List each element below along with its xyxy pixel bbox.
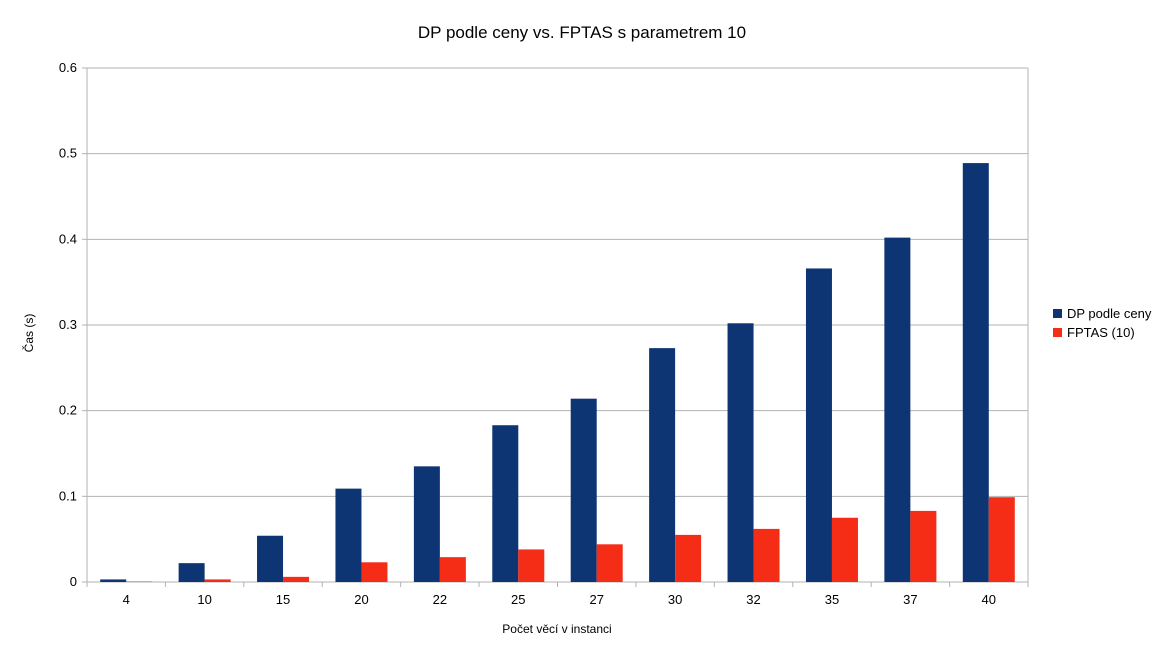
x-tick-label: 15 (276, 592, 290, 607)
bar-dp-podle-ceny (962, 163, 989, 582)
bar-dp-podle-ceny (805, 268, 832, 582)
y-tick-labels: 0 0.1 0.2 0.3 0.4 0.5 0.6 (59, 60, 77, 589)
x-tick-label: 40 (982, 592, 996, 607)
bar-fptas-10 (439, 557, 466, 582)
bar-dp-podle-ceny (884, 237, 911, 582)
bar-dp-podle-ceny (335, 488, 362, 582)
bar-dp-podle-ceny (178, 563, 205, 582)
x-tick-label: 30 (668, 592, 682, 607)
y-tick-label: 0.6 (59, 60, 77, 75)
legend-label: DP podle ceny (1067, 306, 1152, 321)
x-tick-label: 22 (433, 592, 447, 607)
y-tick-label: 0.2 (59, 403, 77, 418)
y-tick-label: 0.1 (59, 488, 77, 503)
x-tick-label: 37 (903, 592, 917, 607)
x-tick-label: 25 (511, 592, 525, 607)
bar-fptas-10 (518, 549, 545, 582)
bar-fptas-10 (361, 562, 388, 582)
y-axis-label: Čas (s) (21, 314, 36, 353)
legend-swatch (1053, 309, 1062, 318)
y-tick-label: 0.3 (59, 317, 77, 332)
x-tick-labels: 4 10 15 20 22 25 27 30 32 35 37 40 (123, 592, 996, 607)
bar-fptas-10 (910, 510, 937, 582)
axes (82, 67, 1029, 587)
x-tick-label: 27 (589, 592, 603, 607)
bar-dp-podle-ceny (570, 398, 597, 582)
gridlines (87, 67, 1028, 497)
bar-fptas-10 (596, 544, 623, 582)
x-tick-label: 4 (123, 592, 130, 607)
x-tick-label: 10 (197, 592, 211, 607)
bar-fptas-10 (126, 581, 153, 582)
x-tick-label: 35 (825, 592, 839, 607)
bar-fptas-10 (753, 528, 780, 582)
bar-dp-podle-ceny (649, 348, 676, 582)
bar-dp-podle-ceny (100, 579, 127, 582)
legend-swatch (1053, 328, 1062, 337)
bar-dp-podle-ceny (257, 535, 284, 582)
y-tick-label: 0.4 (59, 231, 77, 246)
y-tick-label: 0 (70, 574, 77, 589)
legend-label: FPTAS (10) (1067, 325, 1135, 340)
bar-dp-podle-ceny (727, 323, 754, 582)
bar-fptas-10 (204, 579, 231, 582)
bar-fptas-10 (675, 534, 702, 582)
bar-fptas-10 (283, 576, 310, 582)
bars (100, 163, 1015, 582)
x-axis-label: Počet věcí v instanci (502, 622, 611, 636)
bar-fptas-10 (988, 497, 1015, 582)
x-tick-label: 20 (354, 592, 368, 607)
legend: DP podle ceny FPTAS (10) (1053, 306, 1152, 340)
y-tick-label: 0.5 (59, 146, 77, 161)
bar-dp-podle-ceny (492, 425, 519, 582)
bar-fptas-10 (831, 517, 858, 582)
chart-title: DP podle ceny vs. FPTAS s parametrem 10 (418, 23, 746, 42)
x-tick-label: 32 (746, 592, 760, 607)
bar-dp-podle-ceny (413, 466, 440, 582)
